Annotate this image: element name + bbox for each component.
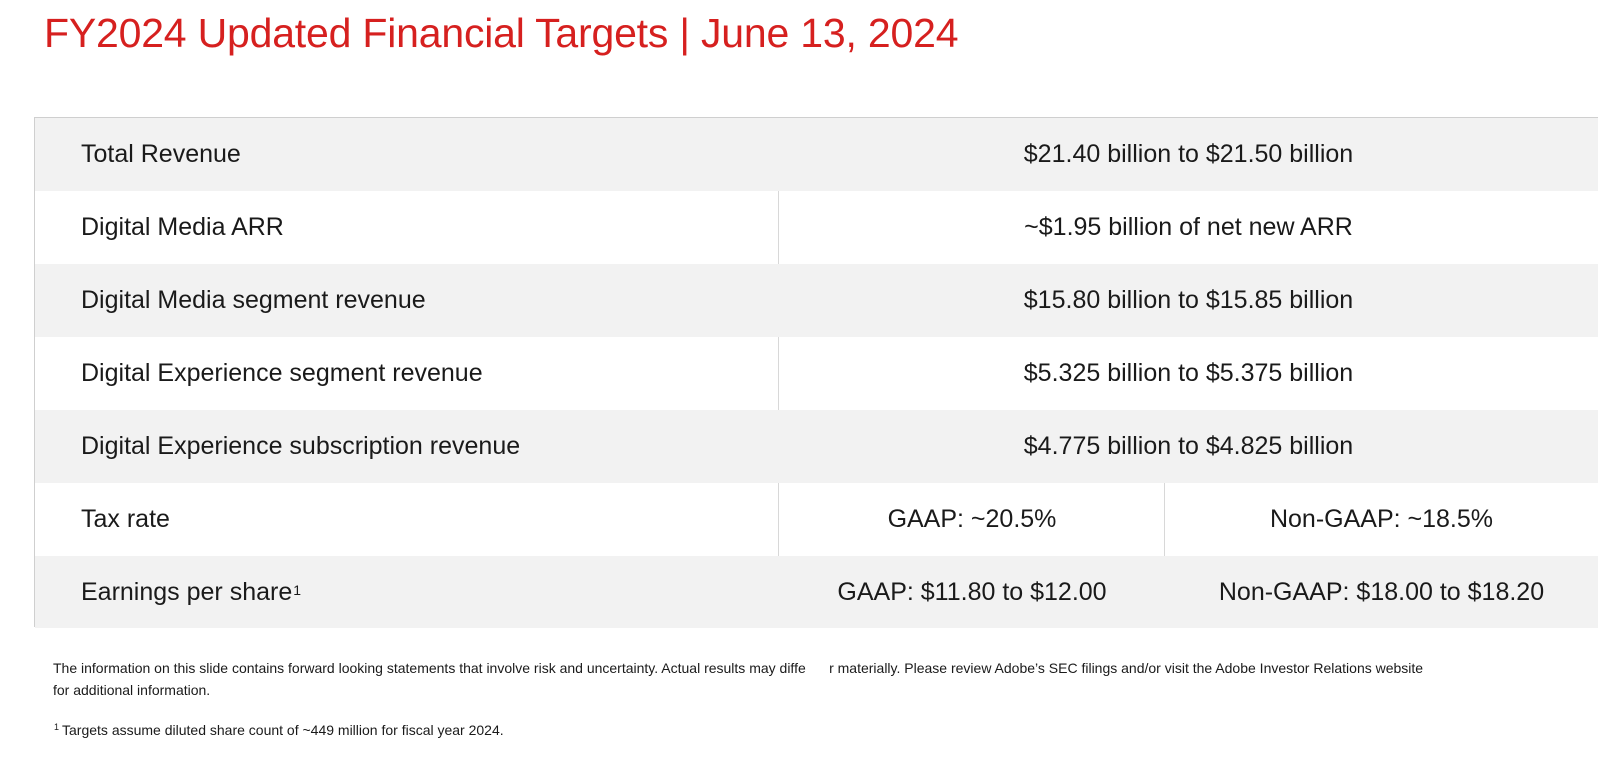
table-row: Total Revenue $21.40 billion to $21.50 b… bbox=[35, 118, 1598, 191]
eps-row: Earnings per share 1 GAAP: $11.80 to $12.… bbox=[35, 556, 1598, 628]
gaap-value: GAAP: $11.80 to $12.00 bbox=[837, 577, 1107, 606]
gaap-divider bbox=[1164, 482, 1165, 626]
row-value: $4.775 billion to $4.825 billion bbox=[1023, 432, 1354, 460]
row-value: $5.325 billion to $5.375 billion bbox=[1023, 359, 1354, 387]
row-value: $15.80 billion to $15.85 billion bbox=[1023, 286, 1354, 314]
disclaimer-text: The information on this slide contains f… bbox=[53, 660, 1427, 698]
table-row: Digital Experience segment revenue $5.32… bbox=[35, 337, 1598, 410]
footnote-mark: 1 bbox=[293, 582, 302, 598]
row-label: Digital Media segment revenue bbox=[81, 286, 426, 314]
table-row: Digital Media segment revenue $15.80 bil… bbox=[35, 264, 1598, 337]
tax-rate-row: Tax rate GAAP: ~20.5% Non-GAAP: ~18.5% bbox=[35, 483, 1598, 556]
eps-label: Earnings per share bbox=[81, 577, 293, 606]
financial-targets-table: Total Revenue $21.40 billion to $21.50 b… bbox=[34, 117, 1598, 628]
footnote-mark: 1 bbox=[54, 722, 60, 732]
row-label: Digital Experience segment revenue bbox=[81, 359, 483, 387]
row-label: Tax rate bbox=[81, 505, 170, 533]
page-title: FY2024 Updated Financial Targets | June … bbox=[44, 10, 959, 56]
column-divider bbox=[778, 118, 779, 626]
row-value: $21.40 billion to $21.50 billion bbox=[1023, 140, 1354, 168]
table-row: Digital Media ARR ~$1.95 billion of net … bbox=[35, 191, 1598, 264]
row-label: Digital Experience subscription revenue bbox=[81, 432, 521, 460]
gaap-value: GAAP: ~20.5% bbox=[887, 505, 1057, 533]
row-label: Earnings per share 1 bbox=[81, 556, 301, 628]
footnote-text: Targets assume diluted share count of ~4… bbox=[62, 722, 504, 738]
row-label: Total Revenue bbox=[81, 140, 241, 168]
table-row: Digital Experience subscription revenue … bbox=[35, 410, 1598, 483]
footnote: 1 Targets assume diluted share count of ~… bbox=[53, 722, 504, 738]
row-value: ~$1.95 billion of net new ARR bbox=[1024, 213, 1353, 241]
row-label: Digital Media ARR bbox=[81, 213, 284, 241]
non-gaap-value: Non-GAAP: ~18.5% bbox=[1269, 505, 1494, 533]
non-gaap-value: Non-GAAP: $18.00 to $18.20 bbox=[1218, 577, 1545, 606]
